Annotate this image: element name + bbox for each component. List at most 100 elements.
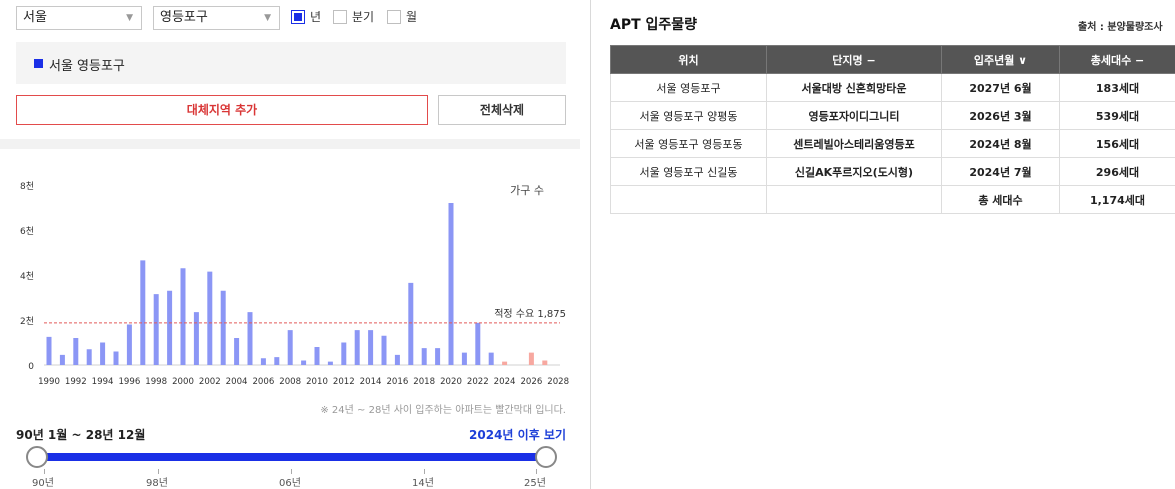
year-checkbox[interactable] [291, 10, 305, 24]
y-tick-label: 6천 [20, 226, 34, 237]
cell-movein: 2027년 6월 [941, 73, 1060, 102]
cell-movein: 2024년 7월 [941, 157, 1060, 186]
chart-note: ※ 24년 ~ 28년 사이 입주하는 아파트는 빨간막대 입니다. [320, 405, 566, 416]
x-tick-label: 2014 [360, 377, 382, 387]
bar-2024 [502, 361, 508, 365]
bar-2007 [274, 357, 280, 365]
x-tick-label: 1990 [38, 377, 60, 387]
col-complex-sort[interactable]: 단지명 − [766, 45, 942, 74]
y-tick-label: 0 [28, 362, 34, 372]
quarter-checkbox-label: 분기 [352, 10, 375, 24]
chevron-down-icon: ▼ [126, 13, 133, 23]
bar-1991 [59, 354, 65, 365]
city-select-value: 서울 [23, 10, 47, 25]
bar-2017 [408, 282, 414, 365]
delete-all-button[interactable]: 전체삭제 [438, 95, 566, 125]
after-2024-link[interactable]: 2024년 이후 보기 [469, 428, 566, 442]
x-tick-label: 2022 [467, 377, 489, 387]
bar-2015 [381, 335, 387, 365]
quarter-checkbox[interactable] [333, 10, 347, 24]
x-tick-label: 2010 [306, 377, 328, 387]
cell-complex: 센트레빌아스테리움영등포 [766, 129, 942, 158]
slider-tick-mark [158, 469, 159, 474]
bar-2009 [301, 360, 307, 365]
bar-2020 [448, 203, 454, 365]
col-movein-sort[interactable]: 입주년월 ∨ [941, 45, 1060, 74]
city-select[interactable]: 서울 ▼ [16, 6, 142, 30]
district-select-value: 영등포구 [160, 10, 208, 25]
apt-title: APT 입주물량 [610, 17, 698, 33]
chevron-down-icon: ▼ [264, 13, 271, 23]
bar-2010 [314, 347, 320, 365]
supply-bar-chart: 0 2천 4천 6천 8천 1990 1992 1994 1996 1998 2000 2002 200… [20, 181, 569, 387]
x-tick-label: 1998 [145, 377, 167, 387]
district-select[interactable]: 영등포구 ▼ [153, 6, 280, 30]
region-color-swatch [34, 59, 43, 68]
x-tick-label: 2028 [547, 377, 569, 387]
bar-1998 [153, 294, 159, 365]
bar-1997 [140, 260, 146, 365]
year-checkbox-label: 년 [310, 10, 322, 24]
table-row: 서울 영등포구 신길동 신길AK푸르지오(도시형) 2024년 7월 296세대 [610, 157, 1175, 186]
selected-region-box: 서울 영등포구 [16, 42, 566, 84]
apt-supply-table: 위치 단지명 − 입주년월 ∨ 총세대수 − 서울 영등포구 서울대방 신혼희망… [610, 45, 1175, 214]
bar-2008 [287, 330, 293, 365]
bar-1994 [100, 342, 106, 365]
slider-tick-label: 25년 [524, 478, 546, 489]
range-slider-track[interactable] [36, 453, 548, 461]
x-tick-label: 2000 [172, 377, 194, 387]
y-tick-label: 4천 [20, 271, 34, 282]
selected-region-label: 서울 영등포구 [49, 59, 125, 74]
cell-empty [766, 185, 942, 214]
x-tick-label: 2016 [386, 377, 408, 387]
bar-2023 [488, 352, 494, 365]
cell-units: 539세대 [1059, 101, 1175, 130]
bar-2002 [207, 271, 213, 365]
slider-tick-label: 14년 [412, 478, 434, 489]
bar-1996 [126, 324, 132, 365]
slider-tick-label: 98년 [146, 478, 168, 489]
bar-2000 [180, 268, 186, 365]
cell-movein: 2026년 3월 [941, 101, 1060, 130]
x-tick-label: 2006 [252, 377, 274, 387]
range-slider-start-handle[interactable] [26, 446, 48, 468]
x-tick-label: 1994 [92, 377, 114, 387]
bar-2011 [327, 361, 333, 365]
cell-location: 서울 영등포구 양평동 [610, 101, 767, 130]
range-slider-end-handle[interactable] [535, 446, 557, 468]
slider-tick-label: 90년 [32, 478, 54, 489]
bar-2001 [193, 312, 199, 365]
x-tick-label: 2026 [520, 377, 542, 387]
bar-1999 [167, 290, 173, 365]
x-tick-label: 2012 [333, 377, 355, 387]
table-row: 서울 영등포구 영등포동 센트레빌아스테리움영등포 2024년 8월 156세대 [610, 129, 1175, 158]
panel-divider [590, 0, 591, 489]
bar-2006 [260, 358, 266, 365]
x-tick-label: 2020 [440, 377, 462, 387]
cell-empty [610, 185, 767, 214]
cell-units: 156세대 [1059, 129, 1175, 158]
slider-tick-mark [291, 469, 292, 474]
cell-location: 서울 영등포구 영등포동 [610, 129, 767, 158]
x-tick-label: 2024 [494, 377, 516, 387]
add-region-button[interactable]: 대체지역 추가 [16, 95, 428, 125]
table-header-row: 위치 단지명 − 입주년월 ∨ 총세대수 − [610, 45, 1175, 74]
x-tick-label: 2018 [413, 377, 435, 387]
bar-2003 [220, 290, 226, 365]
bar-1990 [46, 336, 52, 365]
x-tick-label: 1996 [118, 377, 140, 387]
bar-2013 [354, 330, 360, 365]
apt-source: 출처 : 분양물량조사 [1078, 22, 1163, 33]
col-units-sort[interactable]: 총세대수 − [1059, 45, 1175, 74]
x-tick-label: 2004 [226, 377, 248, 387]
chart-legend: 가구 수 [510, 184, 544, 197]
slider-tick-label: 06년 [279, 478, 301, 489]
range-label: 90년 1월 ~ 28년 12월 [16, 428, 146, 442]
reference-line-label: 적정 수요 1,875 [494, 308, 566, 320]
cell-location: 서울 영등포구 [610, 73, 767, 102]
bar-2022 [475, 322, 481, 365]
month-checkbox[interactable] [387, 10, 401, 24]
x-tick-label: 2008 [279, 377, 301, 387]
bar-1993 [86, 349, 92, 365]
bar-2012 [341, 342, 347, 365]
